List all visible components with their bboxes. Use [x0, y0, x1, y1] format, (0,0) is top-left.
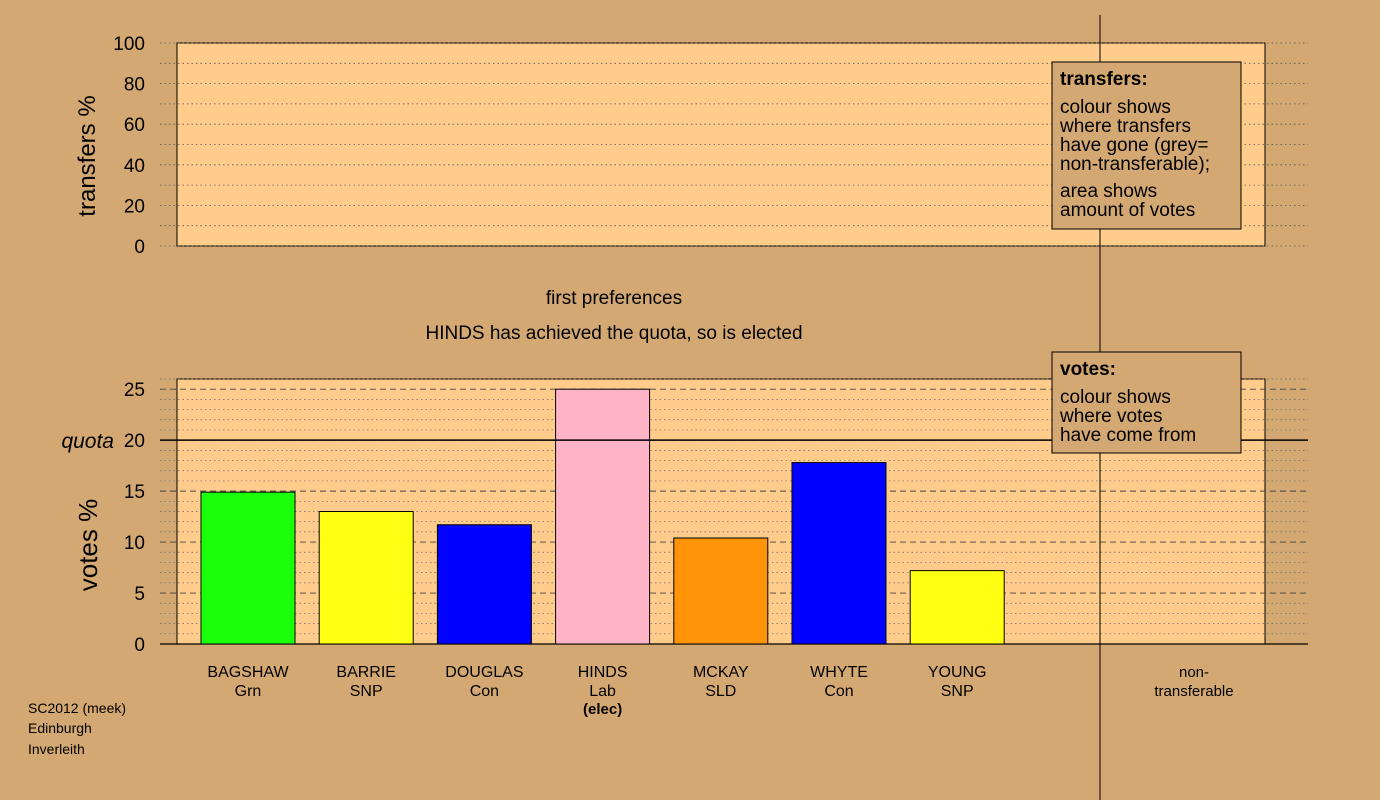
bar-barrie — [318, 511, 414, 645]
nontransferable-label-line2: transferable — [1154, 683, 1233, 700]
y-tick-label: 0 — [134, 635, 145, 656]
footer-council: Edinburgh — [28, 720, 92, 736]
transfers-y-ticks: 0 20 40 60 80 100 — [113, 34, 145, 258]
votes-legend-line: have come from — [1060, 425, 1196, 446]
candidate-name: WHYTE — [810, 664, 868, 681]
votes-y-axis-label: votes % — [73, 499, 103, 592]
bar-bagshaw — [200, 491, 296, 645]
footer-ward: Inverleith — [28, 741, 85, 757]
transfers-legend-line: where transfers — [1059, 116, 1191, 137]
y-tick-label: 5 — [134, 584, 145, 605]
y-tick-label: 80 — [124, 75, 145, 96]
votes-legend-line: where votes — [1059, 406, 1162, 427]
transfers-legend-line: non-transferable); — [1060, 154, 1210, 175]
y-tick-label: 40 — [124, 156, 145, 177]
candidate-name: MCKAY — [693, 664, 749, 681]
candidate-party: Con — [470, 683, 499, 700]
candidate-name: BARRIE — [336, 664, 396, 681]
vote-bars — [200, 388, 1005, 645]
candidate-name: BAGSHAW — [207, 664, 289, 681]
candidate-party: SNP — [941, 683, 974, 700]
candidate-party: Grn — [235, 683, 262, 700]
votes-legend-line: colour shows — [1060, 387, 1171, 408]
transfers-legend-line: amount of votes — [1060, 200, 1195, 221]
candidate-labels: BAGSHAW Grn BARRIE SNP DOUGLAS Con HINDS Lab(el… — [207, 664, 986, 718]
transfers-legend-line: have gone (grey= — [1060, 135, 1208, 156]
transfers-y-axis-label: transfers % — [74, 95, 101, 216]
candidate-name: YOUNG — [928, 664, 987, 681]
stage-heading: first preferences — [546, 288, 682, 309]
y-tick-label: 25 — [124, 380, 145, 401]
y-tick-label: 60 — [124, 115, 145, 136]
quota-label: quota — [61, 430, 114, 453]
y-tick-label: 20 — [124, 431, 145, 452]
bar-whyte — [791, 462, 887, 645]
transfers-legend-title: transfers: — [1060, 69, 1148, 90]
y-tick-label: 15 — [124, 482, 145, 503]
bar-mckay — [673, 537, 769, 645]
y-tick-label: 0 — [134, 237, 145, 258]
status-heading: HINDS has achieved the quota, so is elec… — [425, 323, 802, 344]
candidate-name: HINDS — [578, 664, 628, 681]
votes-legend-box — [1051, 351, 1242, 454]
bar-douglas — [436, 524, 532, 645]
y-tick-label: 20 — [124, 196, 145, 217]
transfers-legend-box — [1051, 61, 1242, 230]
footer-election: SC2012 (meek) — [28, 700, 126, 716]
nontransferable-label-line1: non- — [1179, 664, 1209, 681]
candidate-party: SLD — [705, 683, 736, 700]
votes-legend: votes: colour shows where votes have com… — [1051, 351, 1242, 454]
bar-hinds — [555, 388, 651, 645]
bar-young — [909, 570, 1005, 645]
transfers-legend-line: colour shows — [1060, 97, 1171, 118]
y-tick-label: 100 — [113, 34, 145, 55]
candidate-name: DOUGLAS — [445, 664, 523, 681]
transfers-legend-line: area shows — [1060, 181, 1157, 202]
candidate-party: SNP — [350, 683, 383, 700]
y-tick-label: 10 — [124, 533, 145, 554]
votes-legend-title: votes: — [1060, 359, 1116, 380]
transfers-legend: transfers: colour shows where transfers … — [1051, 61, 1242, 230]
candidate-party: Con — [824, 683, 853, 700]
votes-y-ticks: 0 5 10 15 20 25 — [124, 380, 145, 656]
candidate-status: (elec) — [583, 701, 622, 718]
candidate-party: Lab — [589, 683, 616, 700]
